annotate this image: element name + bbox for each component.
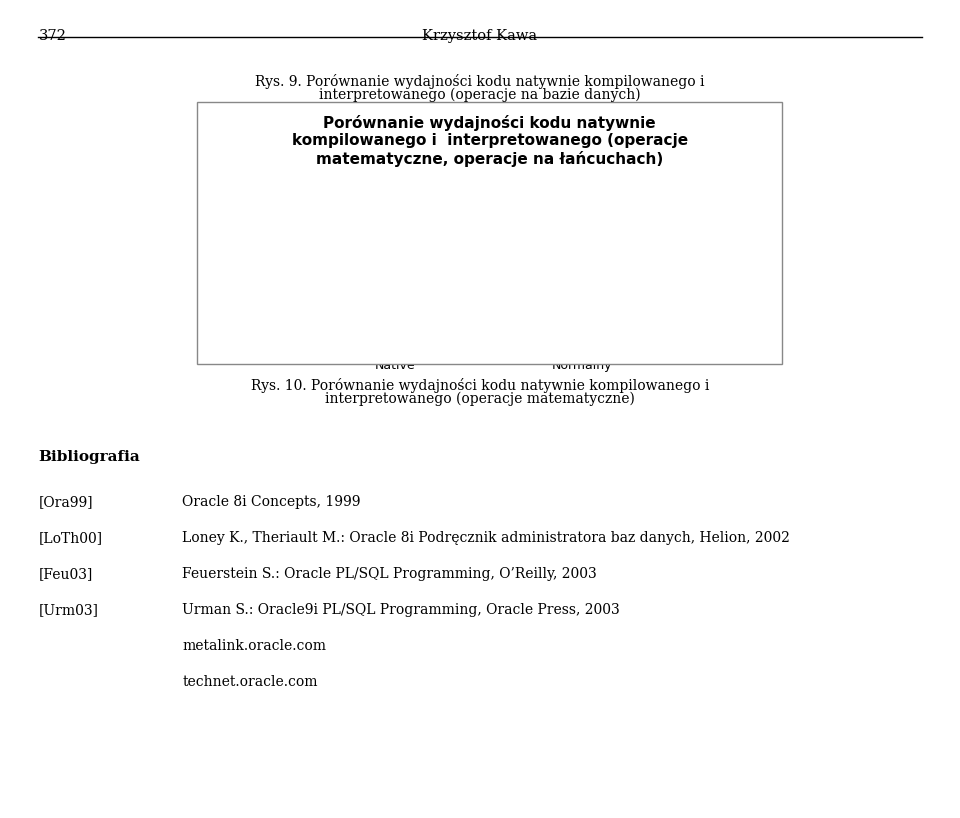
Polygon shape xyxy=(435,304,483,349)
Text: metalink.oracle.com: metalink.oracle.com xyxy=(182,639,326,653)
Text: [Urm03]: [Urm03] xyxy=(38,603,99,617)
Text: Bibliografia: Bibliografia xyxy=(38,450,140,464)
Text: Feuerstein S.: Oracle PL/SQL Programming, O’Reilly, 2003: Feuerstein S.: Oracle PL/SQL Programming… xyxy=(182,567,597,581)
Text: Oracle 8i Concepts, 1999: Oracle 8i Concepts, 1999 xyxy=(182,495,361,509)
Text: interpretowanego (operacje matematyczne): interpretowanego (operacje matematyczne) xyxy=(325,392,635,407)
Text: interpretowanego (operacje na bazie danych): interpretowanego (operacje na bazie dany… xyxy=(319,88,641,102)
Text: Rys. 10. Porównanie wydajności kodu natywnie kompilowanego i: Rys. 10. Porównanie wydajności kodu naty… xyxy=(251,378,709,393)
Text: [LoTh00]: [LoTh00] xyxy=(38,531,103,545)
Text: Krzysztof Kawa: Krzysztof Kawa xyxy=(422,29,538,43)
Text: Urman S.: Oracle9i PL/SQL Programming, Oracle Press, 2003: Urman S.: Oracle9i PL/SQL Programming, O… xyxy=(182,603,620,617)
Text: technet.oracle.com: technet.oracle.com xyxy=(182,675,318,689)
Text: [Ora99]: [Ora99] xyxy=(38,495,93,509)
Text: Rys. 9. Porównanie wydajności kodu natywnie kompilowanego i: Rys. 9. Porównanie wydajności kodu natyw… xyxy=(255,74,705,88)
Text: Loney K., Theriault M.: Oracle 8i Podręcznik administratora baz danych, Helion, : Loney K., Theriault M.: Oracle 8i Podręc… xyxy=(182,531,790,545)
Polygon shape xyxy=(355,304,435,349)
Y-axis label: Czas [s]: Czas [s] xyxy=(243,247,257,308)
Text: 372: 372 xyxy=(38,29,66,43)
Polygon shape xyxy=(622,251,670,349)
Polygon shape xyxy=(288,206,763,349)
Polygon shape xyxy=(541,251,622,349)
Text: [Feu03]: [Feu03] xyxy=(38,567,93,581)
Text: Porównanie wydajności kodu natywnie
kompilowanego i  interpretowanego (operacje
: Porównanie wydajności kodu natywnie komp… xyxy=(292,115,687,167)
